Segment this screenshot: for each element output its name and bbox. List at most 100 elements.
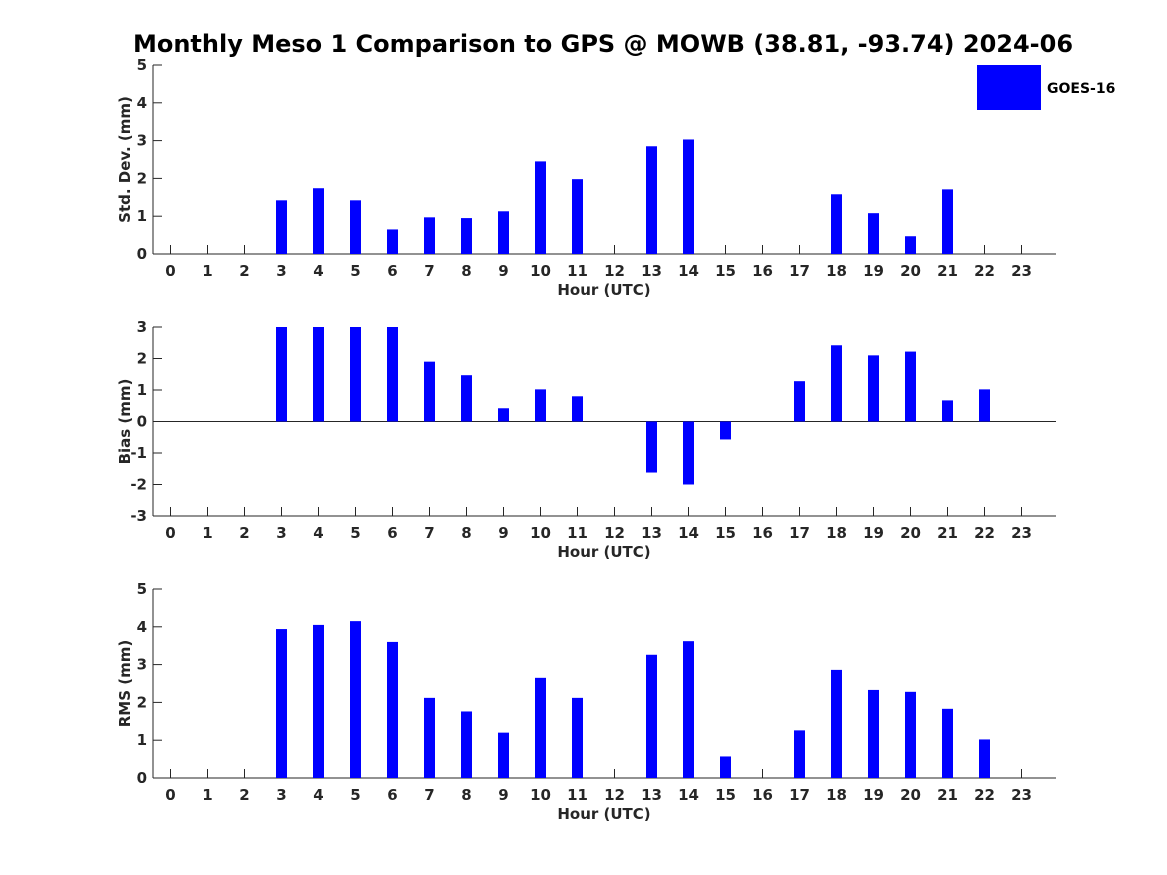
bar-stddev-hour-20 [905,236,916,254]
x-tick-label: 15 [715,262,736,280]
y-tick-label: 5 [137,56,147,74]
legend-label-goes16: GOES-16 [1047,81,1115,97]
x-tick-label: 11 [567,262,588,280]
y-tick-label: 2 [137,169,147,187]
x-tick-label: 21 [937,524,958,542]
x-tick-label: 22 [974,786,995,804]
x-tick-label: 9 [498,524,508,542]
bar-stddev-hour-6 [387,229,398,254]
bar-rms-hour-4 [313,624,324,778]
x-tick-label: 14 [678,786,699,804]
bar-bias-hour-19 [868,355,879,422]
legend: GOES-16 [977,65,1115,110]
bar-rms-hour-9 [498,732,509,778]
bar-stddev-hour-14 [683,139,694,254]
bar-rms-hour-18 [831,669,842,778]
x-tick-label: 22 [974,262,995,280]
x-tick-label: 19 [863,262,884,280]
x-tick-label: 13 [641,524,662,542]
x-tick-label: 11 [567,524,588,542]
x-tick-label: 23 [1011,262,1032,280]
bar-rms-hour-7 [424,697,435,778]
legend-swatch-goes16 [977,65,1041,110]
x-tick-label: 22 [974,524,995,542]
x-tick-label: 21 [937,262,958,280]
x-tick-label: 17 [789,524,810,542]
bar-bias-hour-3 [276,327,287,422]
bar-rms-hour-6 [387,641,398,778]
y-tick-label: -3 [130,507,147,525]
x-tick-label: 6 [387,262,397,280]
y-axis-label: RMS (mm) [116,640,134,727]
x-tick-label: 9 [498,786,508,804]
bar-bias-hour-11 [572,396,583,422]
x-tick-label: 3 [276,262,286,280]
bar-stddev-hour-7 [424,217,435,254]
bar-stddev-hour-18 [831,194,842,254]
bar-bias-hour-14 [683,421,694,485]
x-tick-label: 23 [1011,786,1032,804]
bar-bias-hour-10 [535,389,546,422]
bar-rms-hour-5 [350,621,361,778]
bar-bias-hour-20 [905,351,916,422]
bar-rms-hour-17 [794,730,805,778]
y-tick-label: 1 [137,381,147,399]
x-tick-label: 2 [239,524,249,542]
x-tick-label: 3 [276,524,286,542]
x-tick-label: 5 [350,786,360,804]
bar-stddev-hour-13 [646,146,657,254]
x-tick-label: 11 [567,786,588,804]
bar-bias-hour-18 [831,345,842,422]
x-tick-label: 6 [387,524,397,542]
bar-bias-hour-17 [794,381,805,422]
y-tick-label: 0 [137,769,147,787]
x-tick-label: 5 [350,524,360,542]
bar-stddev-hour-9 [498,211,509,254]
x-tick-label: 10 [530,262,551,280]
x-tick-label: 12 [604,524,625,542]
x-tick-label: 8 [461,786,471,804]
y-tick-label: 4 [137,618,147,636]
x-tick-label: 1 [202,262,212,280]
x-tick-label: 13 [641,786,662,804]
x-tick-label: 17 [789,262,810,280]
bar-rms-hour-15 [720,756,731,778]
bar-rms-hour-8 [461,711,472,778]
x-tick-label: 7 [424,262,434,280]
bar-stddev-hour-3 [276,200,287,254]
y-tick-label: 0 [137,245,147,263]
bar-rms-hour-22 [979,739,990,778]
x-tick-label: 20 [900,524,921,542]
bar-rms-hour-19 [868,689,879,778]
x-tick-label: 7 [424,524,434,542]
chart-title: Monthly Meso 1 Comparison to GPS @ MOWB … [133,30,1073,58]
x-tick-label: 14 [678,262,699,280]
x-tick-label: 13 [641,262,662,280]
bar-bias-hour-22 [979,389,990,422]
bar-bias-hour-8 [461,375,472,422]
x-tick-label: 19 [863,524,884,542]
x-tick-label: 17 [789,786,810,804]
bar-bias-hour-21 [942,400,953,422]
x-tick-label: 10 [530,786,551,804]
x-tick-label: 8 [461,524,471,542]
y-tick-label: -1 [130,444,147,462]
y-tick-label: 2 [137,693,147,711]
x-tick-label: 5 [350,262,360,280]
bar-stddev-hour-8 [461,218,472,254]
y-tick-label: 1 [137,207,147,225]
bar-bias-hour-9 [498,408,509,422]
bar-bias-hour-7 [424,361,435,422]
x-tick-label: 15 [715,524,736,542]
bar-bias-hour-13 [646,421,657,473]
x-tick-label: 21 [937,786,958,804]
x-axis-label: Hour (UTC) [557,805,650,823]
x-tick-label: 7 [424,786,434,804]
bar-rms-hour-14 [683,641,694,778]
x-tick-label: 19 [863,786,884,804]
y-axis-label: Std. Dev. (mm) [116,96,134,223]
x-tick-label: 18 [826,524,847,542]
